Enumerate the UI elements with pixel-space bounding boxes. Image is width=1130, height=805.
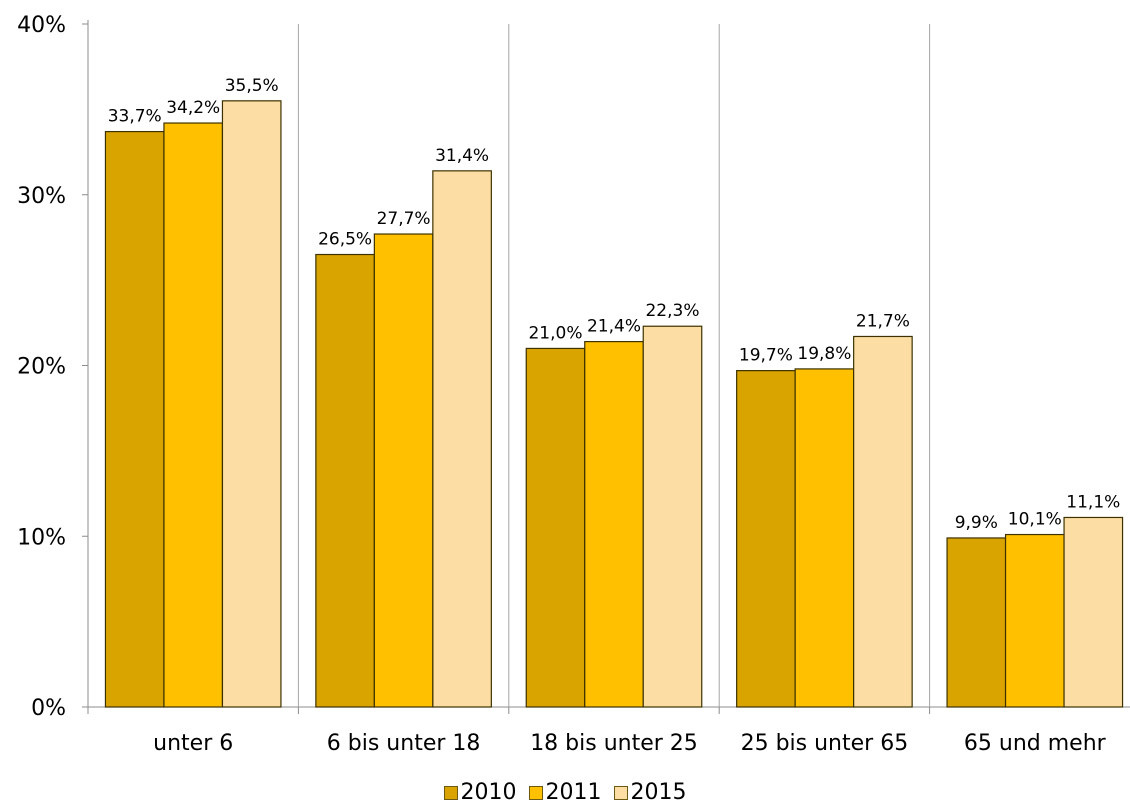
bar-2010 [946,537,1007,708]
data-label-2010: 21,0% [528,323,582,343]
data-label-2015: 35,5% [225,76,279,96]
data-label-2010: 19,7% [739,346,793,366]
data-label-2015: 11,1% [1066,492,1120,512]
data-label-2010: 9,9% [955,513,998,533]
data-labels: 33,7% 34,2%35,5% 26,5%27,7% 31,4% 21,0% 21,4%… [108,76,1121,533]
data-label-2011: 27,7% [377,209,431,229]
data-label-2015: 31,4% [435,146,489,166]
x-tick-label: 6 bis unter 18 [327,731,481,756]
y-tick-label: 0% [31,696,66,721]
bar-series [104,100,1124,708]
bar-2011 [1004,533,1065,708]
bar-2010 [315,253,375,708]
bar-2015 [853,335,913,708]
bar-2010 [736,370,796,708]
bar-2011 [794,368,855,708]
legend-item-2010: 2010 [443,780,517,805]
data-label-2010: 26,5% [318,230,372,250]
bar-2015 [642,325,703,708]
data-label-2015: 21,7% [856,311,910,331]
legend-label-2015: 2015 [630,780,687,805]
bar-2010 [104,130,165,708]
legend: 2010 2011 2015 [0,780,1130,805]
legend-item-2011: 2011 [528,780,602,805]
data-label-2011: 34,2% [166,98,220,118]
data-label-2010: 33,7% [108,107,162,127]
bar-2011 [373,233,434,708]
x-tick-label: 18 bis unter 25 [530,731,698,756]
data-label-2015: 22,3% [645,301,699,321]
bar-2015 [1063,516,1124,708]
data-label-2011: 19,8% [797,344,851,364]
data-label-2011: 10,1% [1008,510,1062,530]
data-label-2011: 21,4% [587,317,641,337]
legend-swatch-2015 [613,785,628,800]
legend-swatch-2010 [443,785,458,800]
y-tick-label: 40% [17,13,66,38]
bar-2015 [432,170,492,708]
x-tick-label: 25 bis unter 65 [741,731,909,756]
bar-2011 [584,340,644,708]
x-axis: unter 6 6 bis unter 18 18 bis unter 25 25 b… [87,707,1107,756]
bar-2015 [221,100,282,708]
y-tick-label: 10% [17,525,66,550]
legend-label-2011: 2011 [545,780,602,805]
x-tick-label: unter 6 [153,731,233,756]
legend-label-2010: 2010 [460,780,517,805]
legend-swatch-2011 [528,785,543,800]
y-tick-label: 20% [17,355,66,380]
bar-2010 [525,347,586,708]
x-tick-label: 65 und mehr [964,731,1107,756]
bar-2011 [163,122,224,708]
y-tick-label: 30% [17,184,66,209]
legend-item-2015: 2015 [613,780,687,805]
category-separators [297,24,931,707]
